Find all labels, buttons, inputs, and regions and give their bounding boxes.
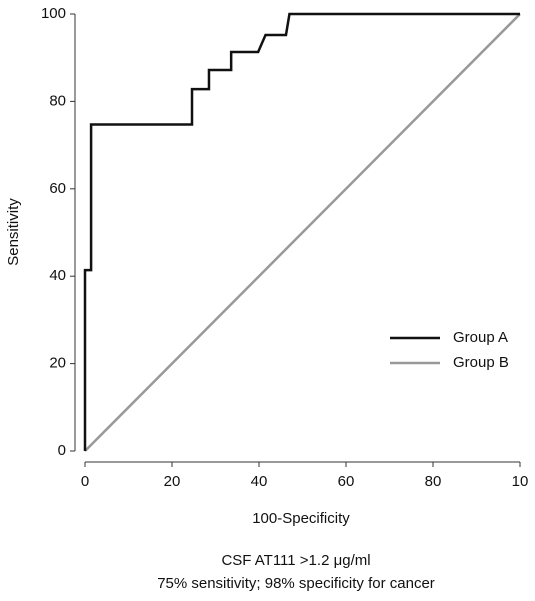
x-tick-label: 10	[512, 473, 529, 490]
x-tick-label: 80	[425, 473, 442, 490]
annotation: CSF AT111 >1.2 μg/ml	[221, 552, 370, 569]
x-tick-label: 20	[164, 473, 181, 490]
y-tick-label: 20	[49, 355, 66, 372]
series-line	[84, 13, 521, 452]
x-tick-label: 0	[81, 473, 89, 490]
x-tick-label: 40	[251, 473, 268, 490]
legend-label: Group A	[453, 329, 508, 346]
legend-label: Group B	[453, 354, 509, 371]
y-tick-label: 40	[49, 267, 66, 284]
x-tick-label: 60	[338, 473, 355, 490]
y-tick-label: 100	[41, 5, 66, 22]
y-tick-label: 60	[49, 180, 66, 197]
x-axis-label: 100-Specificity	[252, 510, 350, 527]
series-line	[83, 12, 520, 451]
annotation: 75% sensitivity; 98% specificity for can…	[157, 575, 435, 592]
y-axis-label: Sensitivity	[5, 198, 22, 266]
y-tick-label: 80	[49, 92, 66, 109]
y-tick-label: 0	[58, 442, 66, 459]
